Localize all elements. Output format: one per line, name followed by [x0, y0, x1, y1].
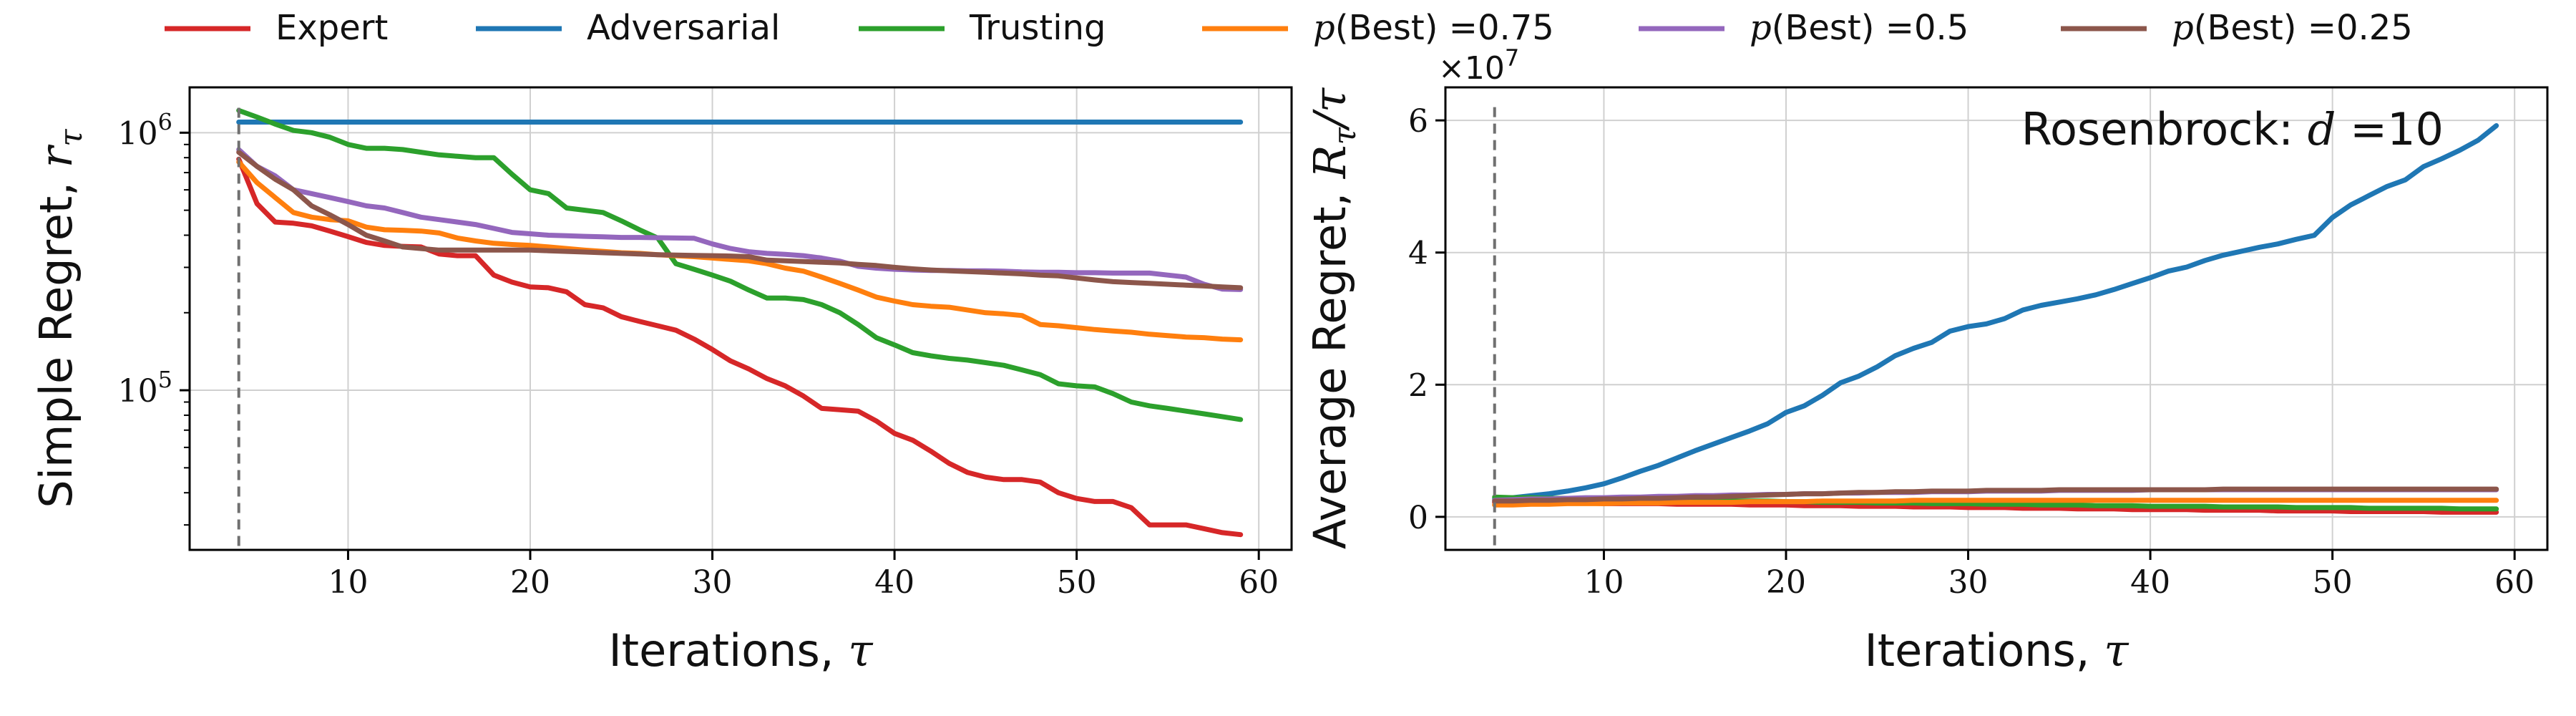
series-group — [1492, 123, 2499, 515]
y-tick-label: 4 — [1408, 236, 1428, 272]
x-tick-label: 20 — [510, 564, 550, 601]
series-line-p-best-0-25 — [236, 150, 1244, 291]
y-axis-label: Average Regret, Rτ/τ — [1304, 87, 1363, 549]
y-scale-label: ×107 — [1438, 44, 1519, 87]
x-tick-label: 20 — [1766, 564, 1806, 601]
axes-frame — [188, 86, 1293, 551]
series-line-p-best-0-75 — [236, 159, 1244, 343]
legend-label: Trusting — [969, 8, 1106, 48]
legend-label: Expert — [275, 8, 388, 48]
x-tick-label: 30 — [1948, 564, 1989, 601]
legend-item-p-best-0-5: p(Best) =0.5 — [1639, 8, 1968, 48]
legend-item-p-best-0-25: p(Best) =0.25 — [2061, 8, 2413, 48]
simple-regret-panel: 10 20 30 40 50 60 105 106 Iterations, τ Simple Re… — [30, 86, 1293, 677]
series-line-p-best-0-25 — [1492, 486, 2499, 504]
y-tick-label: 105 — [118, 366, 172, 410]
legend-label: p(Best) =0.25 — [2172, 8, 2413, 48]
y-axis: 105 106 — [118, 108, 190, 526]
legend-item-expert: Expert — [165, 8, 388, 48]
legend-label: p(Best) =0.5 — [1750, 8, 1968, 48]
legend-label: Adversarial — [587, 8, 780, 48]
x-axis: 10 20 30 40 50 60 — [328, 550, 1279, 601]
x-axis-label: Iterations, τ — [608, 624, 874, 677]
y-tick-label: 0 — [1408, 500, 1428, 536]
legend-label: p(Best) =0.75 — [1313, 8, 1554, 48]
x-tick-label: 60 — [1239, 564, 1279, 601]
y-tick-label: 2 — [1408, 367, 1428, 404]
panel-annotation: Rosenbrock: d =10 — [2021, 103, 2444, 155]
x-axis-label: Iterations, τ — [1864, 624, 2129, 677]
x-tick-label: 50 — [1057, 564, 1097, 601]
x-tick-label: 10 — [328, 564, 368, 601]
series-line-p-best-0-5 — [236, 147, 1244, 292]
x-tick-label: 50 — [2313, 564, 2353, 601]
grid — [1445, 87, 2547, 550]
y-axis-label: Simple Regret, rτ — [30, 129, 89, 508]
axes-frame — [1444, 86, 2549, 551]
x-tick-label: 40 — [2130, 564, 2170, 601]
y-tick-label: 6 — [1408, 103, 1428, 140]
legend-item-adversarial: Adversarial — [476, 8, 780, 48]
grid — [190, 87, 1292, 550]
y-axis: 0 2 4 6 — [1408, 103, 1445, 536]
legend: Expert Adversarial Trusting p(Best) =0.75 p(… — [165, 8, 2413, 48]
legend-item-p-best-0-75: p(Best) =0.75 — [1202, 8, 1554, 48]
x-axis: 10 20 30 40 50 60 — [1584, 550, 2534, 601]
series-line-adversarial — [1492, 123, 2499, 502]
x-tick-label: 10 — [1584, 564, 1624, 601]
x-tick-label: 40 — [874, 564, 914, 601]
x-tick-label: 30 — [693, 564, 733, 601]
average-regret-panel: 10 20 30 40 50 60 0 2 4 6 Iterations, τ Average Reg… — [1304, 44, 2549, 677]
series-line-expert — [236, 156, 1244, 538]
series-line-trusting — [236, 107, 1244, 422]
series-line-p-best-0-75 — [1492, 498, 2499, 508]
legend-item-trusting: Trusting — [859, 8, 1106, 48]
y-tick-label: 106 — [118, 108, 172, 152]
x-tick-label: 60 — [2494, 564, 2534, 601]
series-group — [236, 107, 1244, 538]
